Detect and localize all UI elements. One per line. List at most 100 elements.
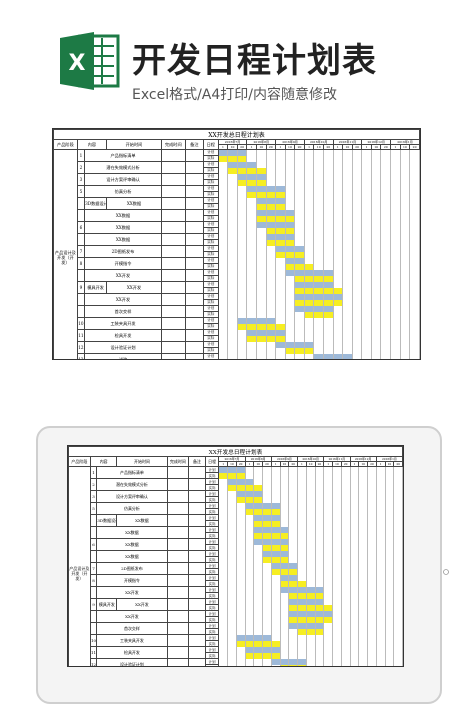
actual-bar-cell xyxy=(343,360,353,361)
day-header: 20 xyxy=(409,144,420,150)
actual-bar-cell xyxy=(409,215,420,222)
start-time xyxy=(160,221,186,234)
note xyxy=(188,466,206,479)
actual-label: 实际 xyxy=(204,664,220,666)
plan-bar-cell xyxy=(409,293,420,300)
task-name: 检具开发 xyxy=(96,646,168,659)
note xyxy=(188,550,206,563)
task-number: 12 xyxy=(89,658,98,666)
note xyxy=(188,610,206,623)
actual-bar-cell xyxy=(409,155,420,162)
task-name: XX数据 xyxy=(96,550,168,563)
task-name: XX数据 xyxy=(96,538,168,551)
start-time xyxy=(166,526,190,539)
note xyxy=(184,257,205,270)
plan-bar-cell xyxy=(409,341,420,348)
note xyxy=(188,622,206,635)
note xyxy=(188,502,206,515)
col-start: 开始时间 xyxy=(106,139,162,150)
note xyxy=(184,209,205,222)
task-group: 模具开发 xyxy=(96,598,118,611)
actual-bar-cell xyxy=(375,664,386,666)
actual-bar-cell xyxy=(297,664,307,666)
plan-bar-cell xyxy=(393,562,403,569)
note xyxy=(184,161,205,174)
actual-bar-cell xyxy=(393,664,403,666)
task-number xyxy=(76,293,86,306)
actual-bar-cell xyxy=(384,664,395,666)
plan-bar-cell xyxy=(409,353,420,359)
tablet-home-button xyxy=(443,560,449,575)
task-name: 首次交样 xyxy=(84,305,162,318)
actual-bar-cell xyxy=(305,664,316,666)
start-time xyxy=(160,185,186,198)
start-time xyxy=(160,317,186,330)
actual-bar-cell xyxy=(409,275,420,282)
task-name: XX数据 xyxy=(84,221,162,234)
task-group: 模具开发 xyxy=(84,281,108,294)
task-name: 工装夹具开发 xyxy=(84,317,162,330)
actual-bar-cell xyxy=(393,472,403,479)
actual-bar-cell xyxy=(304,360,314,361)
actual-bar-cell xyxy=(393,484,403,491)
actual-bar-cell xyxy=(393,544,403,551)
task-number: 6 xyxy=(76,221,86,234)
actual-bar-cell xyxy=(279,664,290,666)
actual-bar-cell xyxy=(409,323,420,330)
plan-bar-cell xyxy=(409,305,420,312)
start-time xyxy=(160,197,186,210)
page-subtitle: Excel格式/A4打印/内容随意修改 xyxy=(132,87,338,103)
actual-bar-cell xyxy=(393,532,403,539)
start-time xyxy=(166,538,190,551)
actual-bar-cell xyxy=(285,360,295,361)
start-time xyxy=(166,610,190,623)
col-content: 内容 xyxy=(76,139,108,150)
start-time xyxy=(166,514,190,527)
task-number xyxy=(89,622,98,635)
start-time xyxy=(160,293,186,306)
task-number xyxy=(76,197,86,210)
task-number: 10 xyxy=(89,634,98,647)
actual-bar-cell xyxy=(393,652,403,659)
actual-bar-cell xyxy=(410,360,420,361)
gantt-sheet-large: XX开发总日程计划表 产品阶段 内容 开始时间 完成时间 备注 日程 2016年7月 2016年… xyxy=(52,128,421,360)
task-number: 11 xyxy=(76,329,86,342)
actual-bar-cell xyxy=(409,311,420,318)
note xyxy=(188,478,206,491)
phase-label: 产品设计及开发（开发） xyxy=(68,466,91,666)
task-name: XX数据 xyxy=(96,526,168,539)
actual-bar-cell xyxy=(371,360,381,361)
task-number: 9 xyxy=(76,281,86,294)
start-time xyxy=(160,305,186,318)
actual-bar-cell xyxy=(333,360,343,361)
actual-bar-cell xyxy=(235,664,246,666)
start-time xyxy=(160,209,186,222)
task-name: 开模指令 xyxy=(96,574,168,587)
task-name: XX开发 xyxy=(96,610,168,623)
note xyxy=(184,185,205,198)
page-title: 开发日程计划表 xyxy=(132,41,377,81)
col-end: 完成时间 xyxy=(160,139,186,150)
task-number: 8 xyxy=(76,257,86,270)
task-name: 2D图纸发布 xyxy=(84,245,162,258)
actual-bar-cell xyxy=(393,628,403,635)
note xyxy=(188,586,206,599)
actual-bar-cell xyxy=(247,360,257,361)
plan-bar-cell xyxy=(393,574,403,581)
actual-bar-cell xyxy=(393,508,403,515)
task-name: XX数据 xyxy=(116,514,168,527)
actual-bar-cell xyxy=(409,239,420,246)
col-phase: 产品阶段 xyxy=(53,139,78,150)
col-phase: 产品阶段 xyxy=(68,456,91,467)
actual-bar-cell xyxy=(409,167,420,174)
task-number: 2 xyxy=(89,478,98,491)
actual-bar-cell xyxy=(262,664,272,666)
actual-bar-cell xyxy=(393,616,403,623)
plan-bar-cell xyxy=(409,209,420,216)
actual-bar-cell xyxy=(409,299,420,306)
actual-bar-cell xyxy=(391,360,401,361)
task-number: 12 xyxy=(76,341,86,354)
task-name: 设计方案评审确认 xyxy=(96,490,168,503)
plan-bar-cell xyxy=(393,586,403,593)
actual-bar-cell xyxy=(393,568,403,575)
